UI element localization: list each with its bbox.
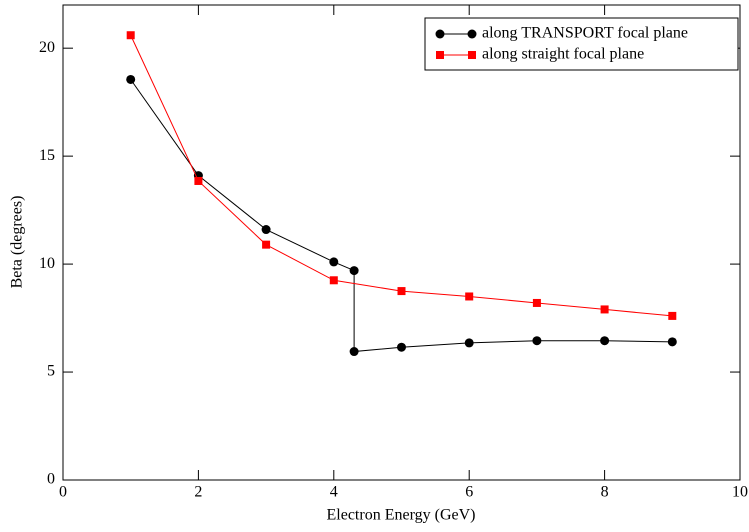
legend-marker [467, 29, 477, 39]
marker [194, 176, 203, 185]
legend-label: along straight focal plane [482, 46, 644, 63]
y-tick-label: 20 [39, 39, 55, 56]
x-tick-label: 4 [330, 484, 338, 501]
marker [349, 266, 359, 276]
y-tick-label: 10 [39, 255, 55, 272]
marker [329, 257, 339, 267]
marker [329, 276, 338, 285]
marker [261, 225, 271, 235]
x-tick-label: 6 [465, 484, 473, 501]
series-line [130, 35, 673, 317]
marker [668, 311, 677, 320]
y-tick-label: 0 [47, 471, 55, 488]
y-tick-label: 15 [39, 147, 55, 164]
y-tick-label: 5 [47, 363, 55, 380]
x-tick-label: 10 [732, 484, 748, 501]
marker [126, 74, 136, 84]
marker [532, 298, 541, 307]
series-line [130, 79, 673, 353]
marker [465, 292, 474, 301]
marker [349, 347, 359, 357]
marker [600, 336, 610, 346]
marker [262, 240, 271, 249]
x-tick-label: 2 [194, 484, 202, 501]
legend-box [424, 17, 739, 71]
marker [126, 31, 135, 40]
marker [532, 336, 542, 346]
legend-label: along TRANSPORT focal plane [482, 25, 688, 42]
marker [600, 305, 609, 314]
x-tick-label: 8 [601, 484, 609, 501]
legend-marker [468, 51, 476, 59]
y-axis-title: Beta (degrees) [9, 196, 26, 289]
legend-marker [435, 29, 445, 39]
marker [667, 337, 677, 347]
marker [397, 342, 406, 352]
legend-marker [436, 51, 444, 59]
x-axis-title: Electron Energy (GeV) [327, 507, 476, 524]
x-tick-label: 0 [59, 484, 67, 501]
marker [397, 287, 406, 296]
marker [464, 338, 474, 348]
plot-frame [62, 4, 741, 481]
